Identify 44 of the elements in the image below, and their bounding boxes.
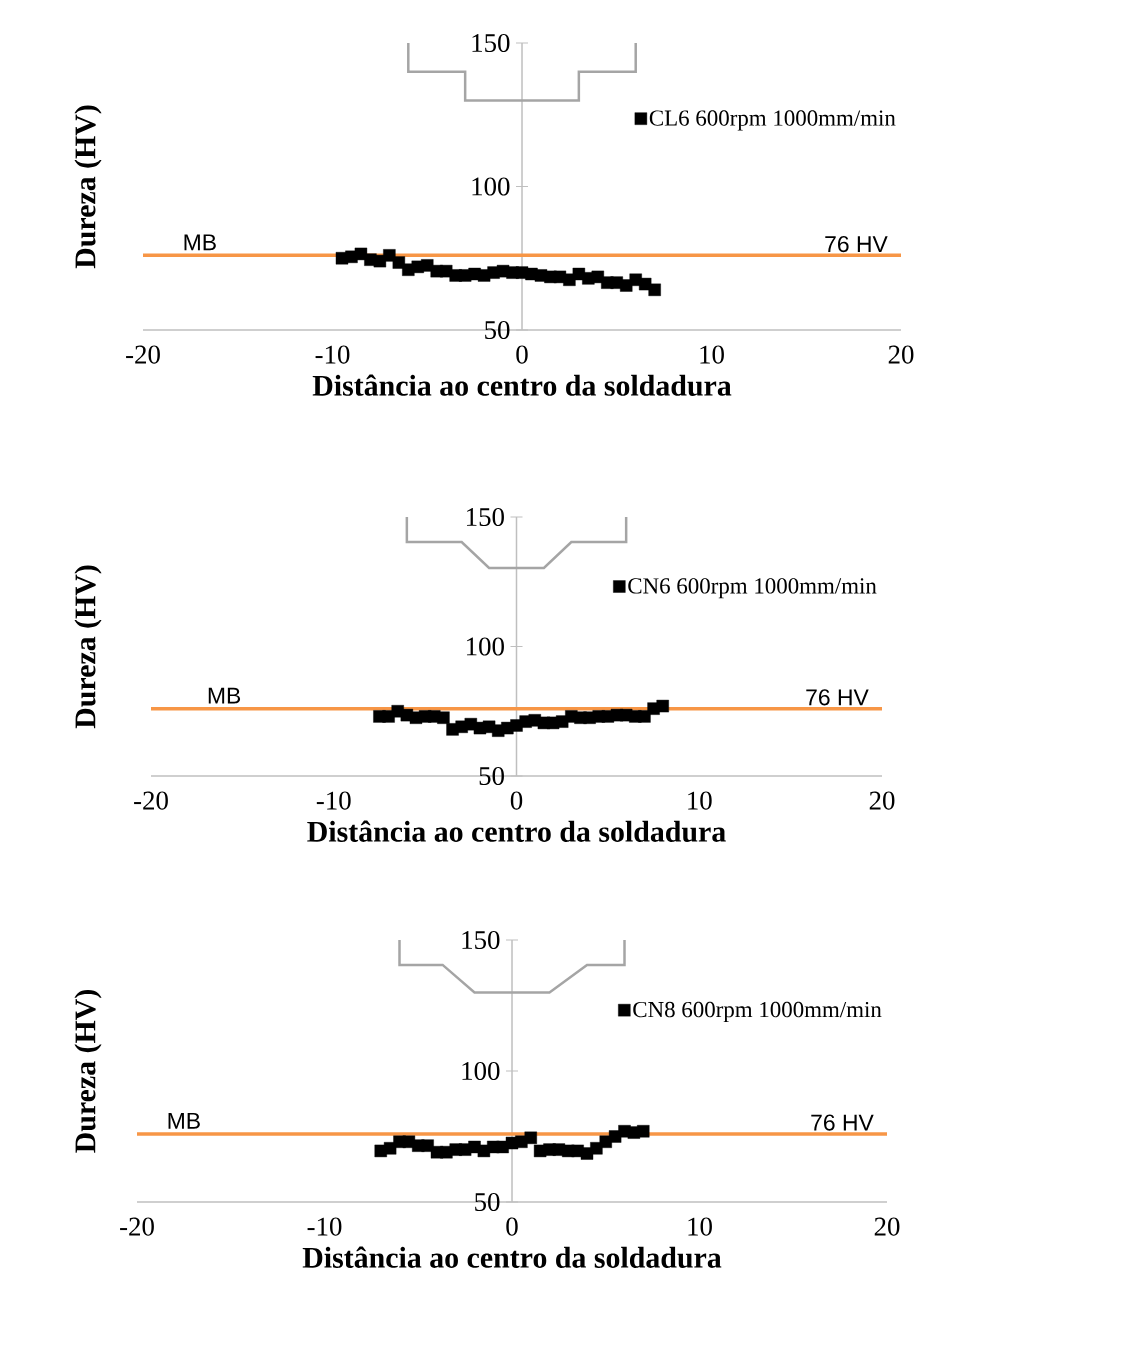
x-tick-label: 20 [874, 1217, 900, 1236]
point [648, 283, 661, 297]
y-axis-title: Dureza (HV) [74, 105, 102, 269]
y-tick-label: 150 [472, 33, 510, 53]
y-tick-label: 50 [475, 1192, 500, 1212]
y-tick-label: 150 [462, 930, 500, 950]
x-tick-label: 10 [688, 791, 712, 810]
point [656, 699, 669, 713]
point [524, 1131, 537, 1145]
x-axis-title: Distância ao centro da soldadura [302, 1246, 722, 1268]
y-tick-label: 100 [466, 637, 504, 656]
ref-line-label: 76 HV [811, 1114, 874, 1131]
x-tick-label: -20 [126, 345, 160, 364]
point [637, 1125, 650, 1138]
annotation: MB [184, 234, 216, 251]
x-tick-label: -20 [134, 791, 168, 810]
y-tick-label: 50 [479, 766, 504, 786]
y-tick-label: 100 [462, 1061, 500, 1081]
legend-label: CN8 600rpm 1000mm/min [633, 1001, 882, 1022]
y-tick-label: 100 [472, 177, 510, 196]
ref-line-label: 76 HV [806, 689, 869, 706]
y-tick-label: 50 [485, 320, 510, 340]
x-tick-label: 10 [700, 345, 724, 364]
x-tick-label: 0 [506, 1217, 518, 1236]
x-tick-label: 20 [869, 791, 895, 810]
legend-label: CL6 600rpm 1000mm/min [649, 110, 896, 131]
annotation: MB [168, 1112, 200, 1129]
x-tick-label: 0 [516, 345, 528, 364]
x-tick-label: 0 [510, 791, 523, 810]
x-tick-label: 20 [888, 345, 914, 364]
ref-line-label: 76 HV [825, 235, 888, 253]
x-tick-label: -20 [120, 1217, 154, 1236]
legend-label: CN6 600rpm 1000mm/min [628, 578, 877, 599]
annotation: MB [208, 687, 241, 704]
x-tick-label: -10 [315, 345, 350, 364]
x-tick-label: -10 [307, 1217, 342, 1236]
x-tick-label: -10 [316, 791, 351, 810]
y-tick-label: 150 [466, 507, 504, 527]
y-axis-title: Dureza (HV) [74, 565, 102, 729]
point [437, 711, 450, 724]
x-axis-title: Distância ao centro da soldadura [312, 374, 732, 396]
x-tick-label: 10 [688, 1217, 712, 1236]
x-axis-title: Distância ao centro da soldadura [307, 820, 726, 842]
y-axis-title: Dureza (HV) [74, 990, 102, 1153]
